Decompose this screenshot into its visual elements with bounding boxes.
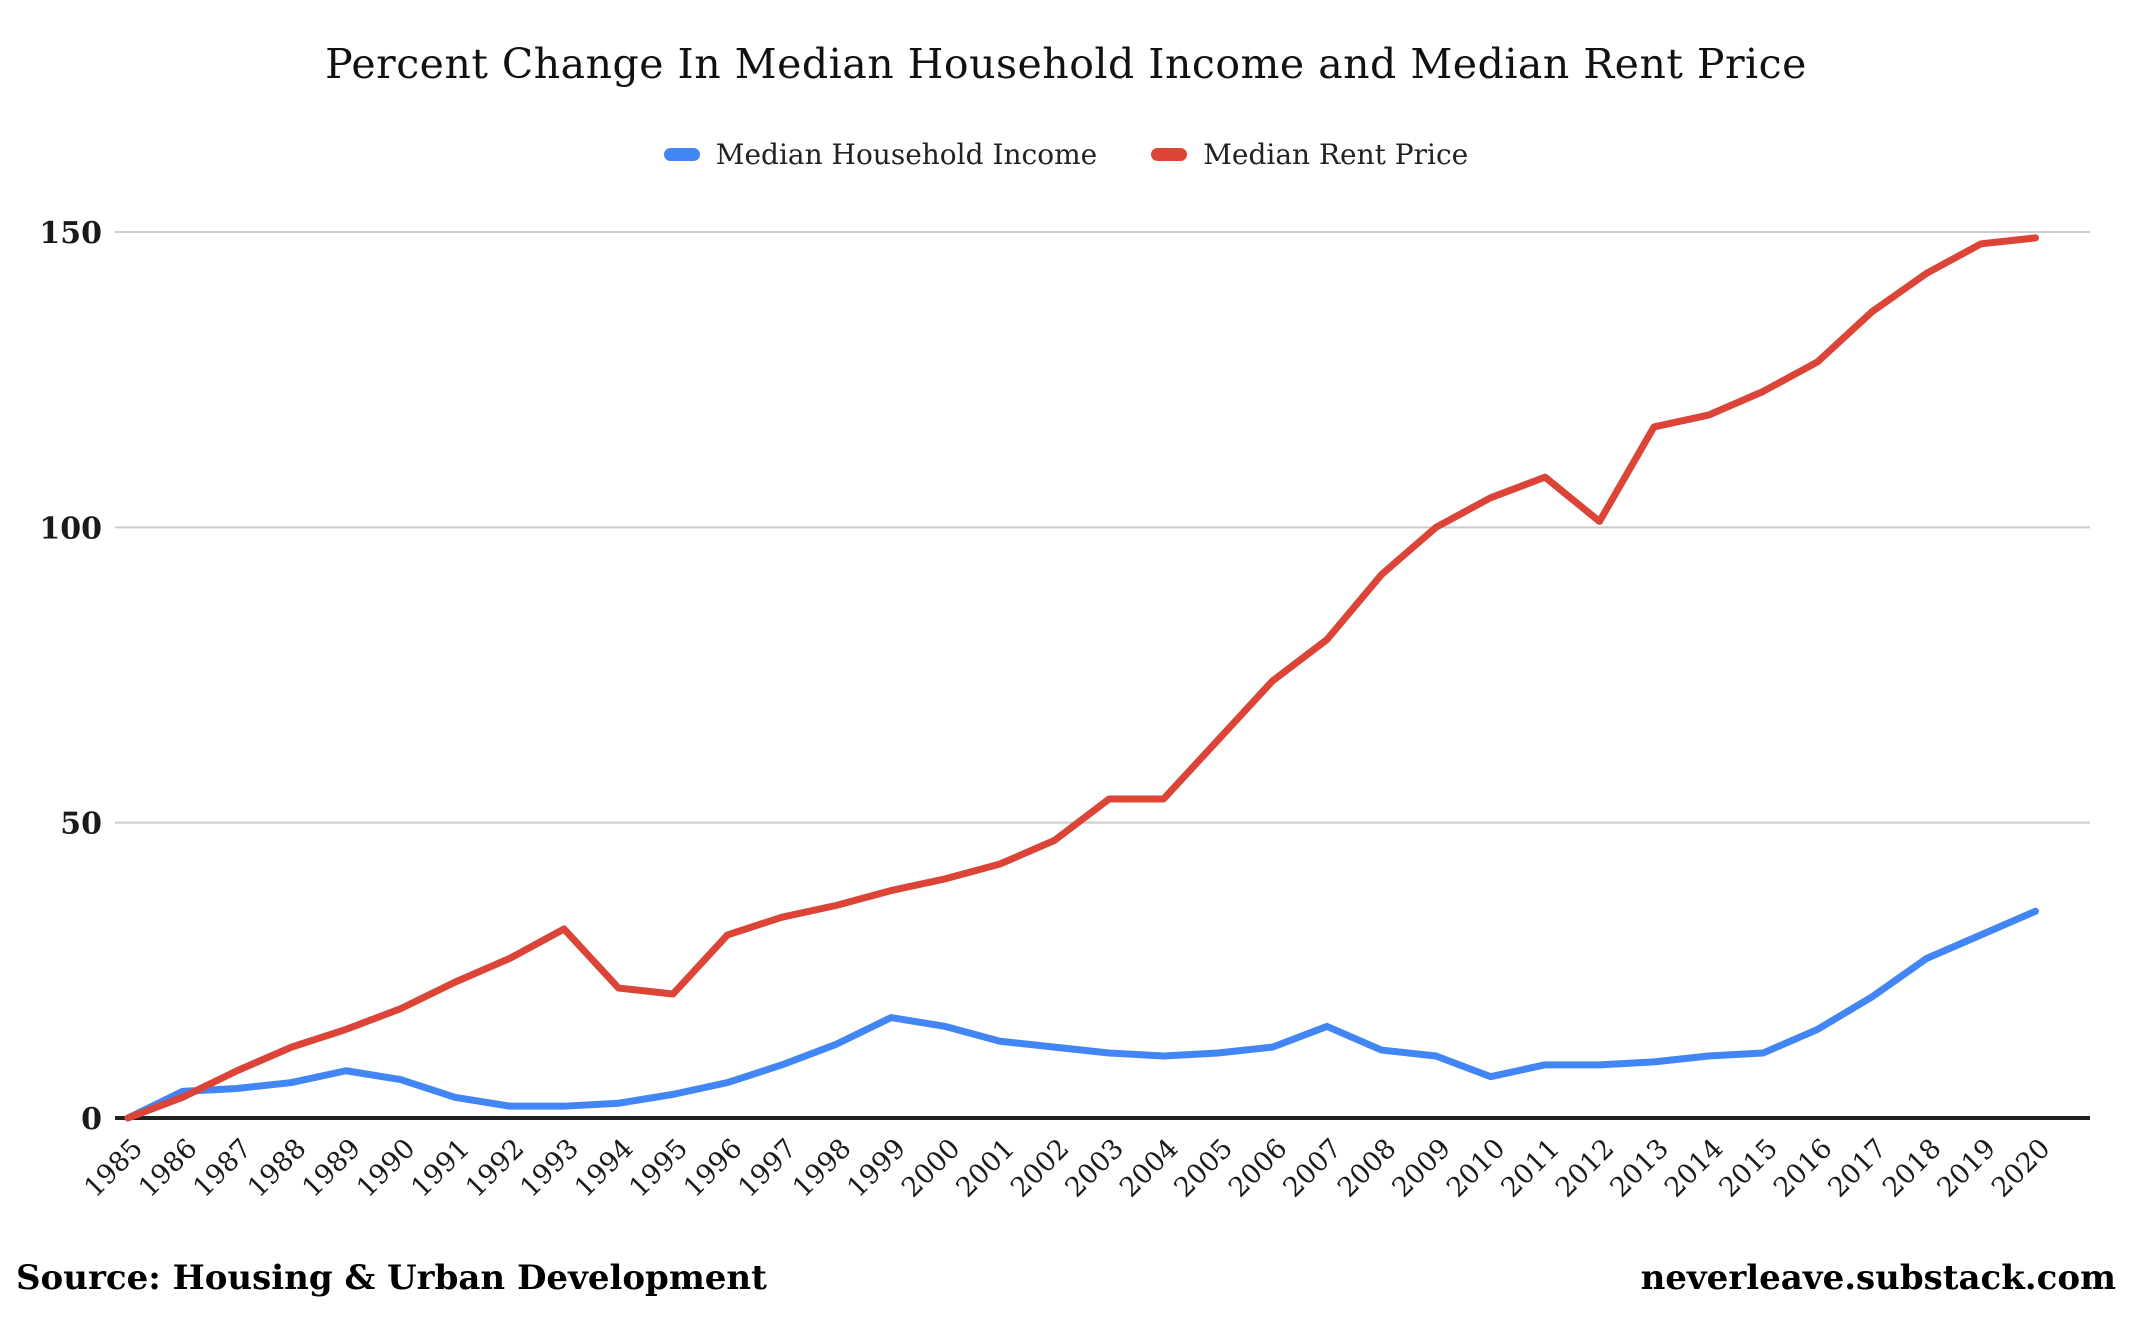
x-axis-tick-label: 2009: [1386, 1133, 1457, 1204]
income-color-swatch-icon: [663, 148, 700, 161]
y-axis-tick-label: 100: [39, 511, 102, 546]
x-axis-tick-label: 2001: [950, 1133, 1021, 1204]
x-axis-tick-label: 1994: [569, 1133, 640, 1204]
x-axis-tick-label: 1986: [133, 1133, 204, 1204]
legend-item-income: Median Household Income: [663, 138, 1098, 171]
x-axis-tick-label: 2010: [1441, 1133, 1512, 1204]
legend-label-rent: Median Rent Price: [1203, 138, 1469, 171]
y-axis-tick-label: 50: [60, 807, 102, 842]
x-axis-tick-label: 1993: [514, 1133, 585, 1204]
x-axis-tick-label: 2005: [1168, 1133, 1239, 1204]
x-axis-tick-label: 1996: [678, 1133, 749, 1204]
x-axis-tick-label: 2016: [1768, 1133, 1839, 1204]
x-axis-tick-label: 1988: [242, 1133, 313, 1204]
x-axis-tick-label: 2011: [1495, 1133, 1566, 1204]
y-axis-tick-label: 0: [81, 1102, 102, 1137]
chart-title: Percent Change In Median Household Incom…: [325, 40, 1807, 88]
x-axis-tick-label: 2013: [1604, 1133, 1675, 1204]
source-note: Source: Housing & Urban Development: [16, 1258, 767, 1298]
x-axis-tick-label: 2006: [1223, 1133, 1294, 1204]
x-axis-tick-label: 2008: [1332, 1133, 1403, 1204]
income-line: [124, 907, 2039, 1122]
x-axis-tick-label: 2002: [1005, 1133, 1076, 1204]
x-axis-tick-label: 2000: [896, 1133, 967, 1204]
x-axis-tick-label: 1987: [187, 1133, 258, 1204]
x-axis-tick-label: 2014: [1659, 1133, 1730, 1204]
rent-line: [124, 234, 2039, 1122]
x-axis-tick-label: 2012: [1550, 1133, 1621, 1204]
legend-label-income: Median Household Income: [715, 138, 1098, 171]
x-axis-tick-label: 2019: [1931, 1133, 2002, 1204]
y-axis-tick-label: 150: [39, 216, 102, 251]
x-axis-tick-label: 1985: [78, 1133, 149, 1204]
x-axis-tick-label: 2007: [1277, 1133, 1348, 1204]
legend: Median Household Income Median Rent Pric…: [0, 138, 2132, 171]
x-axis-tick-label: 2020: [1986, 1133, 2057, 1204]
x-axis-tick-label: 2003: [1059, 1133, 1130, 1204]
x-axis-tick-label: 1995: [623, 1133, 694, 1204]
x-axis-tick-label: 1997: [732, 1133, 803, 1204]
rent-color-swatch-icon: [1151, 148, 1188, 161]
x-axis-tick-label: 2015: [1713, 1133, 1784, 1204]
x-axis-tick-label: 1989: [296, 1133, 367, 1204]
legend-item-rent: Median Rent Price: [1151, 138, 1468, 171]
x-axis-tick-label: 1998: [787, 1133, 858, 1204]
x-axis-tick-label: 1991: [405, 1133, 476, 1204]
site-note: neverleave.substack.com: [1640, 1258, 2116, 1298]
x-axis-tick-label: 2004: [1114, 1133, 1185, 1204]
x-axis-tick-label: 2017: [1822, 1133, 1893, 1204]
x-axis-tick-label: 1992: [460, 1133, 531, 1204]
x-axis-tick-label: 1990: [351, 1133, 422, 1204]
x-axis-tick-label: 2018: [1877, 1133, 1948, 1204]
x-axis-tick-label: 1999: [841, 1133, 912, 1204]
